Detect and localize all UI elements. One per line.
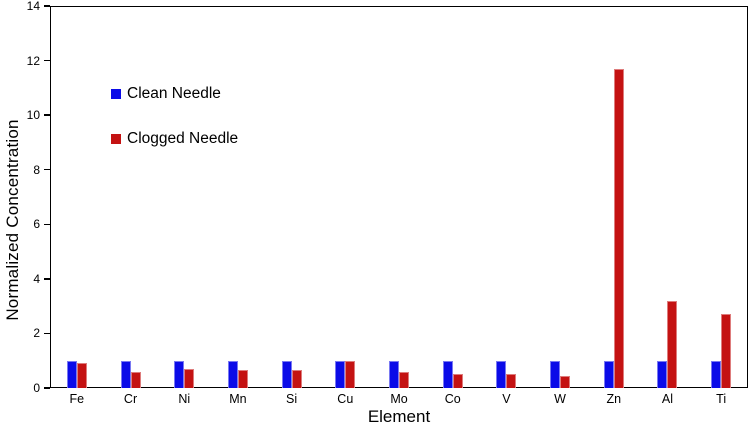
x-tick-label: Cu bbox=[337, 392, 354, 406]
y-tick-label: 8 bbox=[33, 162, 40, 177]
bar-si-clogged bbox=[291, 370, 302, 388]
bar-v-clogged bbox=[506, 374, 517, 388]
clogged-needle-swatch bbox=[111, 134, 121, 144]
bar-fe-clean bbox=[66, 360, 77, 388]
bar-co-clean bbox=[442, 360, 453, 388]
x-tick-label: Mn bbox=[229, 392, 247, 406]
x-tick-label: Mo bbox=[390, 392, 408, 406]
legend-label-clean-needle: Clean Needle bbox=[127, 85, 221, 102]
x-tick-label: Ti bbox=[716, 392, 727, 406]
y-tick-label: 12 bbox=[26, 53, 40, 68]
y-tick-label: 2 bbox=[33, 326, 40, 341]
x-tick-label: Al bbox=[661, 392, 674, 406]
bar-fe-clogged bbox=[76, 363, 87, 388]
y-tick-mark bbox=[44, 278, 50, 280]
bar-co-clogged bbox=[452, 374, 463, 388]
y-tick-mark bbox=[44, 5, 50, 7]
legend-item-clogged-needle: Clogged Needle bbox=[111, 130, 238, 148]
bar-zn-clogged bbox=[613, 68, 624, 388]
y-tick-label: 0 bbox=[33, 381, 40, 395]
legend-item-clean-needle: Clean Needle bbox=[111, 85, 221, 103]
y-tick-mark bbox=[44, 332, 50, 335]
y-tick-mark bbox=[44, 223, 50, 226]
x-tick-label: Fe bbox=[69, 392, 85, 406]
bar-zn-clean bbox=[603, 360, 614, 388]
bar-mn-clogged bbox=[237, 370, 248, 388]
x-tick-label: V bbox=[502, 392, 511, 406]
y-tick-label: 10 bbox=[26, 108, 40, 123]
bar-ti-clogged bbox=[721, 314, 732, 388]
bar-ti-clean bbox=[711, 360, 722, 388]
bar-v-clean bbox=[496, 360, 507, 388]
y-tick-mark bbox=[44, 59, 50, 62]
bar-cu-clogged bbox=[345, 360, 356, 388]
y-tick-label: 14 bbox=[26, 0, 40, 13]
y-tick-label: 4 bbox=[33, 271, 40, 286]
bar-al-clogged bbox=[667, 300, 678, 388]
x-tick-label: Si bbox=[286, 392, 298, 406]
bar-cu-clean bbox=[335, 360, 346, 388]
x-tick-label: Cr bbox=[123, 392, 138, 406]
legend-label-clogged-needle: Clogged Needle bbox=[127, 130, 239, 147]
bar-mn-clean bbox=[227, 360, 238, 388]
bar-mo-clogged bbox=[399, 371, 409, 388]
bar-mo-clean bbox=[389, 360, 399, 388]
bar-w-clean bbox=[550, 360, 561, 388]
y-tick-label: 6 bbox=[33, 217, 40, 232]
plot-area bbox=[50, 6, 748, 388]
clean-needle-swatch bbox=[111, 89, 121, 99]
bar-ni-clogged bbox=[184, 368, 195, 388]
y-tick-mark bbox=[44, 168, 50, 171]
y-tick-mark bbox=[44, 387, 50, 389]
x-tick-label: W bbox=[554, 392, 566, 406]
bar-al-clean bbox=[657, 360, 668, 388]
bar-cr-clean bbox=[120, 360, 131, 388]
x-tick-label: Zn bbox=[606, 392, 622, 406]
bar-cr-clogged bbox=[130, 371, 141, 388]
x-axis-title: Element bbox=[367, 407, 431, 426]
bar-w-clogged bbox=[560, 375, 571, 388]
y-tick-mark bbox=[44, 114, 50, 116]
bar-si-clean bbox=[281, 360, 292, 388]
x-tick-label: Ni bbox=[178, 392, 191, 406]
bar-ni-clean bbox=[174, 360, 185, 388]
x-tick-label: Co bbox=[444, 392, 461, 406]
